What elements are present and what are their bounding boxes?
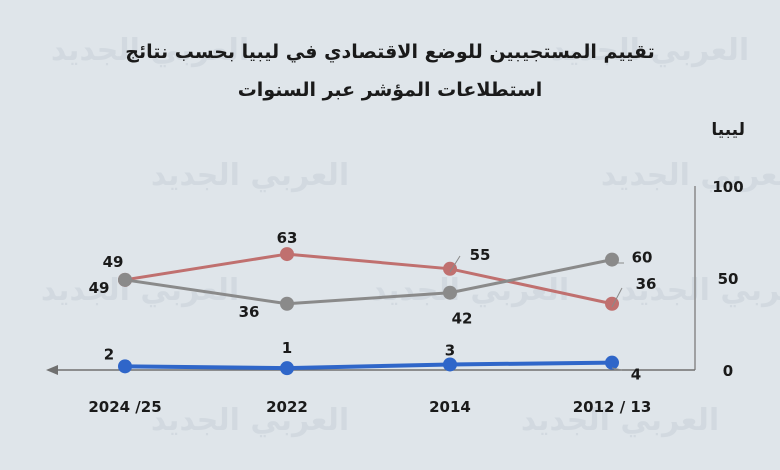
label-leader-2-0 [611,367,623,371]
data-point-1-1 [443,285,457,300]
data-label-group: 36 55 63 49 60 42 36 49 4 3 1 2 [89,229,657,384]
watermark-1: العربي الجديد [551,33,749,68]
series-line-1 [124,258,613,306]
data-point-1-0 [605,252,619,267]
series-line-0 [124,252,613,306]
series-group [118,247,619,376]
data-point-2-3 [118,359,132,374]
data-point-0-2 [280,247,294,262]
x-axis-arrow-icon [46,365,58,375]
data-label-2-3: 2 [104,345,114,363]
data-label-0-2: 63 [277,229,298,247]
y-tick-50: 50 [718,270,739,288]
watermark-6: العربي الجديد [621,273,780,308]
watermark-5: العربي الجديد [371,273,569,308]
chart-title-line-1: تقييم المستجيبين للوضع الاقتصادي في ليبي… [125,41,654,64]
watermark-8: العربي الجديد [521,403,719,438]
x-tick-2: 2022 [266,398,308,416]
label-leader-0-0 [611,287,623,308]
chart-title-line-2: استطلاعات المؤشر عبر السنوات [238,79,543,101]
y-tick-0: 0 [723,362,733,380]
x-tick-group: 2012 / 13 2014 2022 2024 /25 [88,398,651,416]
data-label-1-0: 60 [632,249,653,267]
data-point-2-1 [443,357,457,372]
watermark-0: العربي الجديد [51,33,249,68]
watermark-2: العربي الجديد [151,158,349,193]
data-label-2-2: 1 [282,339,292,357]
data-point-2-0 [605,355,619,370]
watermark-7: العربي الجديد [151,403,349,438]
y-tick-group: 0 50 100 [712,178,743,380]
label-leader-0-1 [449,255,461,273]
data-label-1-1: 42 [452,310,473,328]
x-tick-3: 2024 /25 [88,398,161,416]
watermark-3: العربي الجديد [601,158,780,193]
y-tick-100: 100 [712,178,743,196]
x-tick-0: 2012 / 13 [573,398,652,416]
data-label-0-0: 36 [636,275,657,293]
data-label-1-2: 36 [239,303,260,321]
data-point-0-0 [605,296,619,311]
data-point-0-1 [443,261,457,276]
data-label-0-1: 55 [470,246,491,264]
data-label-1-3: 49 [89,279,110,297]
x-tick-1: 2014 [429,398,471,416]
watermark-layer: العربي الجديد العربي الجديد العربي الجديد ا… [41,33,780,438]
data-label-2-0: 4 [631,366,641,384]
data-point-2-2 [280,361,294,376]
data-point-1-3 [118,272,132,287]
label-leader-1-1 [449,289,459,296]
series-line-2 [124,360,613,371]
data-label-2-1: 3 [445,341,455,359]
y-axis-label: ليبيا [711,120,745,140]
data-point-1-2 [280,296,294,311]
data-label-0-3: 49 [103,253,124,271]
